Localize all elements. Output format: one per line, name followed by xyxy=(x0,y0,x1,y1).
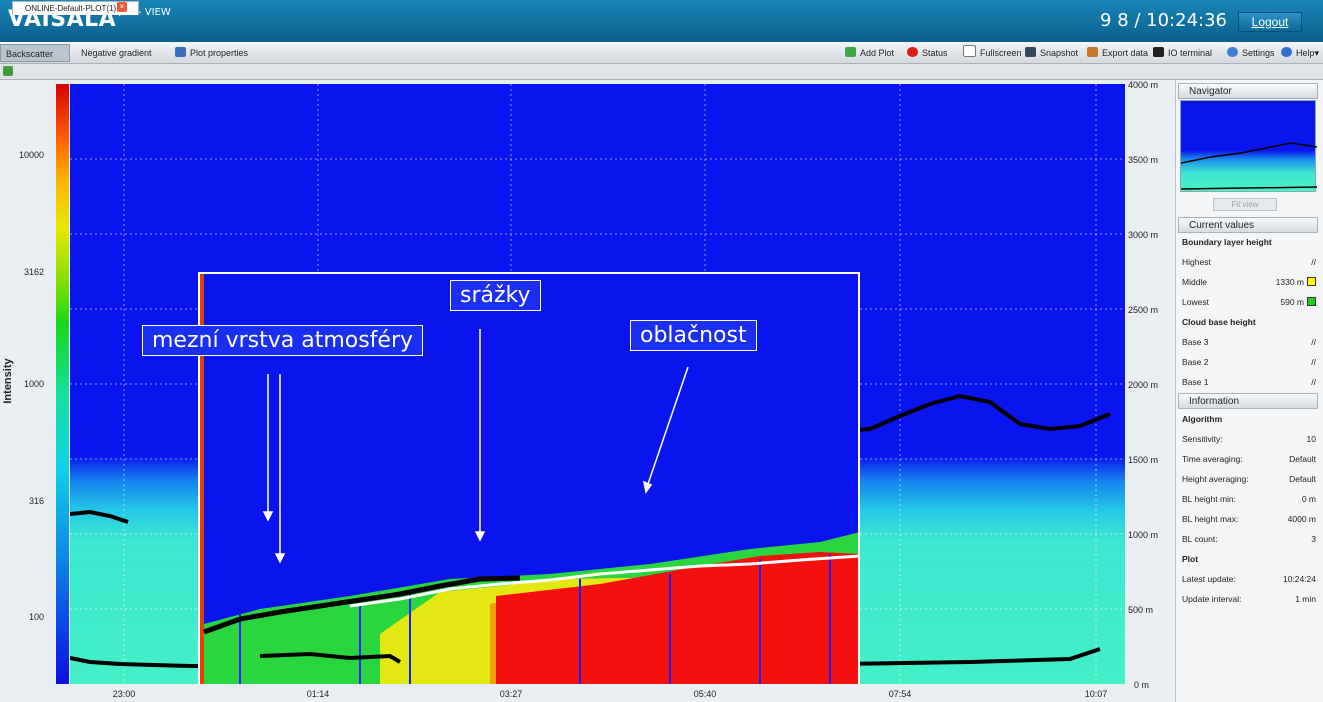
intensity-colorbar xyxy=(56,84,69,684)
export-icon xyxy=(1087,47,1098,57)
fullscreen-button[interactable]: Fullscreen xyxy=(958,44,1027,62)
inset-overlay xyxy=(200,274,858,684)
intensity-tick: 3162 xyxy=(23,267,44,277)
height-tick: 1500 m xyxy=(1128,455,1159,465)
close-tab-icon[interactable]: × xyxy=(117,2,127,12)
io-terminal-button[interactable]: IO terminal xyxy=(1148,44,1217,62)
app-header xyxy=(0,0,1323,42)
base2-row: Base 2// xyxy=(1182,357,1316,367)
bl-height-max-row: BL height max: 4000 m xyxy=(1182,514,1316,524)
help-icon xyxy=(1281,47,1292,57)
intensity-tick: 100 xyxy=(28,612,44,622)
base1-row: Base 1// xyxy=(1182,377,1316,387)
add-plot-button[interactable]: Add Plot xyxy=(840,44,899,62)
lowest-color-swatch xyxy=(1307,297,1316,306)
toolbar xyxy=(0,42,1323,64)
update-interval-row: Update interval: 1 min xyxy=(1182,594,1316,604)
plot-info-title: Plot xyxy=(1182,554,1199,564)
navigator-header[interactable]: Navigator xyxy=(1178,83,1318,99)
time-tick: 03:27 xyxy=(499,689,523,699)
time-tick: 23:00 xyxy=(112,689,136,699)
chevron-down-icon: ▾ xyxy=(1314,48,1320,58)
plot-properties-button[interactable]: Plot properties xyxy=(170,44,253,62)
base3-row: Base 3// xyxy=(1182,337,1316,347)
height-tick: 0 m xyxy=(1134,680,1150,690)
bl-height-title: Boundary layer height xyxy=(1182,237,1272,247)
add-plot-icon xyxy=(845,47,856,57)
snapshot-button[interactable]: Snapshot xyxy=(1020,44,1083,62)
help-button[interactable]: Help▾ xyxy=(1276,44,1323,62)
tab-backscatter[interactable]: Backscatter xyxy=(0,44,70,62)
height-tick: 2000 m xyxy=(1128,380,1159,390)
export-data-button[interactable]: Export data xyxy=(1082,44,1153,62)
status-button[interactable]: Status xyxy=(902,44,953,62)
time-tick: 05:40 xyxy=(693,689,717,699)
bl-highest-row: Highest// xyxy=(1182,257,1316,267)
intensity-tick: 10000 xyxy=(18,150,44,160)
fit-view-button[interactable]: Fit view xyxy=(1213,198,1277,211)
camera-icon xyxy=(1025,47,1036,57)
settings-button[interactable]: Settings xyxy=(1222,44,1280,62)
algorithm-title: Algorithm xyxy=(1182,414,1223,424)
cloud-base-title: Cloud base height xyxy=(1182,317,1256,327)
intensity-tick: 1000 xyxy=(23,379,44,389)
time-tick: 07:54 xyxy=(888,689,912,699)
height-tick: 3000 m xyxy=(1128,230,1159,240)
time-tick: 01:14 xyxy=(306,689,330,699)
annotation-boundary-layer: mezní vrstva atmosféry xyxy=(142,325,424,356)
current-values-header[interactable]: Current values xyxy=(1178,217,1318,233)
plot-tab-bar xyxy=(0,64,1323,80)
height-tick: 4000 m xyxy=(1128,80,1159,90)
annotation-precipitation: srážky xyxy=(450,280,541,311)
gear-icon xyxy=(1227,47,1238,57)
chart-icon xyxy=(175,47,186,57)
time-tick: 10:07 xyxy=(1084,689,1108,699)
logout-button[interactable]: Logout xyxy=(1238,12,1302,32)
height-tick: 500 m xyxy=(1128,605,1154,615)
bl-lowest-row: Lowest 590 m xyxy=(1182,295,1316,309)
annotation-arrows xyxy=(262,329,689,564)
logout-label: Logout xyxy=(1251,15,1289,29)
intensity-tick: 316 xyxy=(28,496,44,506)
middle-color-swatch xyxy=(1307,277,1316,286)
height-averaging-row: Height averaging: Default xyxy=(1182,474,1316,484)
height-tick: 2500 m xyxy=(1128,305,1159,315)
bl-middle-row: Middle 1330 m xyxy=(1182,275,1316,289)
navigator-preview[interactable] xyxy=(1180,100,1318,192)
latest-update-row: Latest update: 10:24:24 xyxy=(1182,574,1316,584)
tab-online-default-plot[interactable]: ONLINE-Default-PLOT(1) xyxy=(12,1,140,15)
height-tick: 3500 m xyxy=(1128,155,1159,165)
height-tick: 1000 m xyxy=(1128,530,1159,540)
bl-count-row: BL count: 3 xyxy=(1182,534,1316,544)
terminal-icon xyxy=(1153,47,1164,57)
information-header[interactable]: Information xyxy=(1178,393,1318,409)
annotation-cloudiness: oblačnost xyxy=(630,320,757,351)
alert-icon xyxy=(907,47,918,57)
time-averaging-row: Time averaging: Default xyxy=(1182,454,1316,464)
fullscreen-icon xyxy=(963,45,976,57)
bl-height-min-row: BL height min: 0 m xyxy=(1182,494,1316,504)
navigator-trace xyxy=(1180,142,1318,190)
clock-display: 9 8 / 10:24:36 xyxy=(1100,10,1227,31)
sensitivity-row: Sensitivity: 10 xyxy=(1182,434,1316,444)
tab-negative-gradient[interactable]: Negative gradient xyxy=(81,48,152,58)
backscatter-plot[interactable]: mezní vrstva atmosféry srážky oblačnost xyxy=(70,84,1125,684)
plot-tab-icon xyxy=(3,66,13,76)
